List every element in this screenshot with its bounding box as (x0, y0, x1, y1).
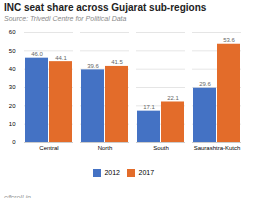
svg-text:46.0: 46.0 (31, 51, 43, 57)
svg-text:50: 50 (9, 48, 16, 54)
svg-text:North: North (98, 145, 113, 151)
svg-text:0: 0 (12, 139, 16, 145)
html-text:INC seat share across Gujarat: INC seat share across Gujarat sub-region… (4, 2, 207, 13)
svg-text:40: 40 (9, 66, 16, 72)
html-text:2012: 2012 (104, 169, 120, 176)
html-text:2017: 2017 (138, 169, 155, 176)
svg-text:44.1: 44.1 (55, 55, 67, 61)
svg-text:60: 60 (9, 29, 16, 35)
svg-text:30: 30 (9, 84, 16, 90)
svg-text:39.6: 39.6 (87, 63, 99, 69)
svg-text:53.6: 53.6 (223, 37, 235, 43)
svg-text:Saurashtra-Kutch: Saurashtra-Kutch (194, 145, 241, 151)
svg-text:Central: Central (39, 145, 58, 151)
svg-text:29.6: 29.6 (199, 81, 211, 87)
svg-text:20: 20 (9, 103, 16, 109)
svg-text:41.5: 41.5 (111, 59, 123, 65)
svg-text:South: South (153, 145, 169, 151)
svg-text:17.1: 17.1 (143, 104, 155, 110)
svg-text:22.1: 22.1 (167, 95, 179, 101)
svg-text:10: 10 (9, 121, 16, 127)
html-text:Source: Trivedi Centre for Pol: Source: Trivedi Centre for Political Dat… (4, 15, 127, 22)
